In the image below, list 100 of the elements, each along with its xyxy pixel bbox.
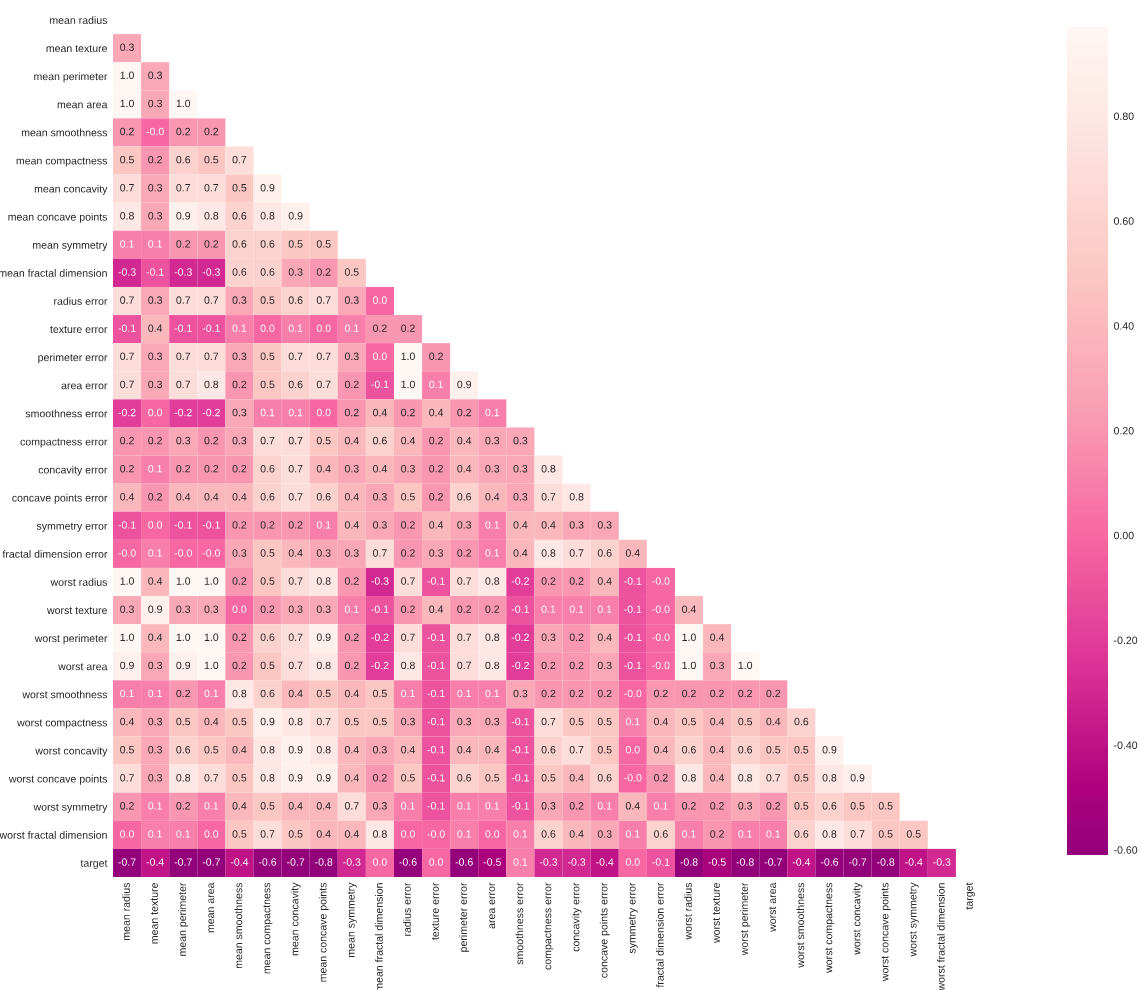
data-label: -0.0 <box>652 605 670 613</box>
y-tick-label: mean symmetry <box>33 241 108 251</box>
data-label: 0.2 <box>373 324 387 332</box>
data-label: 0.4 <box>204 717 219 726</box>
data-label: 0.3 <box>120 43 134 51</box>
data-label: 0.8 <box>176 774 191 782</box>
data-label: 0.1 <box>485 802 500 810</box>
data-label: 1.0 <box>176 577 191 585</box>
data-label: 0.6 <box>738 745 753 754</box>
color-bar-label: -0.20 <box>1114 636 1138 645</box>
data-label: 0.1 <box>288 408 303 417</box>
data-label: 0.7 <box>288 661 303 670</box>
data-label: 0.4 <box>625 549 640 557</box>
data-label: 0.2 <box>344 661 359 670</box>
data-label: 0.2 <box>766 689 781 698</box>
data-label: 0.4 <box>457 464 472 473</box>
data-label: 0.5 <box>906 830 921 838</box>
data-label: 0.5 <box>878 802 893 810</box>
data-label: 0.4 <box>569 830 584 838</box>
data-label: 0.7 <box>176 183 191 192</box>
data-label: -0.7 <box>287 858 305 866</box>
data-label: -0.1 <box>427 689 445 698</box>
data-label: 0.3 <box>148 352 163 361</box>
data-label: 0.3 <box>401 464 415 473</box>
data-label: 0.9 <box>176 212 191 220</box>
x-tick-label: texture error <box>432 882 439 940</box>
data-label: 0.6 <box>288 380 303 389</box>
data-label: 0.1 <box>429 380 443 389</box>
data-label: 0.0 <box>316 408 331 417</box>
data-label: -0.7 <box>848 858 867 866</box>
x-tick-label: mean area <box>208 882 215 933</box>
data-label: 0.4 <box>373 408 387 417</box>
data-label: 1.0 <box>204 661 219 670</box>
y-tick-label: worst symmetry <box>33 803 108 813</box>
data-label: 0.3 <box>344 352 359 361</box>
data-label: 0.1 <box>148 464 162 473</box>
data-label: 1.0 <box>120 71 134 80</box>
data-label: 0.2 <box>569 577 584 585</box>
data-label: 0.5 <box>288 240 303 248</box>
data-label: 1.0 <box>682 661 696 670</box>
data-label: 0.0 <box>120 830 134 838</box>
x-tick-label: worst compactness <box>825 882 835 973</box>
y-tick-label: perimeter error <box>38 353 108 364</box>
data-label: 0.0 <box>485 830 500 838</box>
x-tick-label: mean concave points <box>318 882 329 982</box>
data-label: 0.3 <box>401 717 415 726</box>
data-label: 0.6 <box>260 268 275 276</box>
data-label: 0.4 <box>204 493 219 501</box>
data-label: 0.9 <box>260 183 275 192</box>
data-label: 0.5 <box>232 830 247 838</box>
data-label: 0.4 <box>344 689 359 698</box>
data-label: 0.4 <box>766 717 781 726</box>
x-tick-label: worst fractal dimension <box>936 883 945 990</box>
data-label: 0.7 <box>120 183 134 192</box>
data-label: 0.0 <box>232 605 247 613</box>
data-label: -0.3 <box>539 858 558 866</box>
data-label: 0.9 <box>260 717 275 726</box>
x-tick-label: fractal dimension error <box>655 882 664 988</box>
data-label: -0.1 <box>511 717 529 726</box>
data-label: 0.5 <box>316 689 331 698</box>
data-label: 0.4 <box>401 745 416 754</box>
data-label: 0.4 <box>148 633 163 642</box>
data-label: 0.3 <box>597 661 612 670</box>
data-label: 0.7 <box>288 464 303 473</box>
data-label: 0.3 <box>710 661 724 670</box>
data-label: 0.4 <box>710 633 725 642</box>
data-label: 0.7 <box>316 352 331 361</box>
data-label: -0.1 <box>146 268 164 276</box>
data-label: 0.5 <box>569 717 584 726</box>
data-label: 0.1 <box>288 324 303 332</box>
data-label: 0.1 <box>738 830 752 838</box>
data-label: 0.2 <box>120 802 134 810</box>
data-label: -0.2 <box>371 633 389 642</box>
data-label: -0.1 <box>427 802 445 810</box>
data-label: -0.0 <box>202 549 221 557</box>
data-label: 0.6 <box>597 549 612 557</box>
data-label: 0.5 <box>204 155 219 164</box>
data-label: 0.7 <box>457 661 472 670</box>
data-label: 0.3 <box>513 493 528 501</box>
data-label: 0.5 <box>344 717 359 726</box>
data-label: 0.5 <box>204 745 219 754</box>
x-tick-label: symmetry error <box>628 882 638 954</box>
data-label: 0.3 <box>344 464 359 473</box>
data-label: 0.4 <box>682 605 697 613</box>
data-label: -0.4 <box>230 858 249 866</box>
data-label: 0.4 <box>401 436 416 445</box>
data-label: 0.2 <box>569 661 584 670</box>
data-label: 0.2 <box>485 605 500 613</box>
y-tick-label: worst perimeter <box>34 634 108 645</box>
data-label: 0.5 <box>260 577 275 585</box>
y-tick-label: mean concavity <box>34 184 108 195</box>
data-label: 0.1 <box>148 549 162 557</box>
data-label: 0.6 <box>541 745 556 754</box>
data-label: 1.0 <box>120 99 134 108</box>
y-tick-label: worst concavity <box>35 746 108 757</box>
color-bar-label: 0.20 <box>1113 426 1134 435</box>
data-label: 0.6 <box>373 436 387 445</box>
data-label: 0.2 <box>204 240 219 248</box>
data-label: 0.8 <box>485 577 500 585</box>
data-label: 0.2 <box>569 689 584 698</box>
